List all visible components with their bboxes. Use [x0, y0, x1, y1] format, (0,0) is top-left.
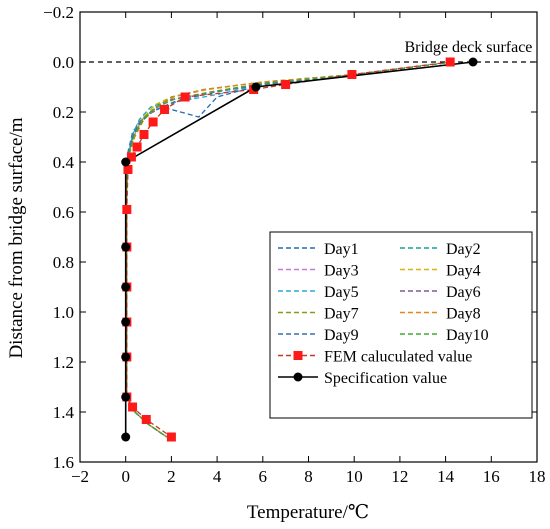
y-axis-label: Distance from bridge surface/m — [6, 117, 27, 358]
legend-label: FEM caluculated value — [324, 349, 472, 366]
series-line-10 — [126, 61, 453, 438]
fem-marker — [126, 152, 136, 162]
fem-marker — [123, 165, 133, 174]
legend-label: Day4 — [446, 263, 481, 280]
y-tick-label: 0.2 — [53, 103, 74, 122]
legend-label: Day5 — [324, 284, 359, 301]
spec-marker — [121, 317, 131, 327]
fem-marker — [132, 142, 142, 152]
x-tick-label: 2 — [167, 467, 176, 486]
x-tick-label: 4 — [213, 467, 222, 486]
x-tick-label: 14 — [437, 467, 455, 486]
x-tick-label: 16 — [483, 467, 500, 486]
x-tick-label: 8 — [304, 467, 313, 486]
x-tick-label: 12 — [391, 467, 408, 486]
y-tick-label: 1.4 — [53, 403, 75, 422]
legend-marker — [293, 351, 303, 360]
fem-marker — [160, 105, 170, 114]
fem-marker — [141, 415, 151, 424]
y-tick-label: 0.6 — [53, 203, 74, 222]
y-tick-label: 1.2 — [53, 353, 74, 372]
plot-area: −2 0 2 4 6 8 10 12 14 16 18 −0.2 0.0 0.2 0.4 0.6 0.8 1.0 1… — [43, 3, 545, 486]
legend-label: Day8 — [446, 306, 481, 323]
legend-label: Day10 — [446, 327, 489, 344]
y-tick-label: 1.6 — [53, 453, 74, 472]
x-tick-label: 6 — [259, 467, 268, 486]
annotation-deck-surface: Bridge deck surface — [404, 39, 532, 56]
fem-marker — [128, 402, 138, 412]
y-tick-label: 1.0 — [53, 303, 74, 322]
x-tick-label: −2 — [71, 467, 89, 486]
fem-marker — [139, 130, 149, 139]
x-tick-label: 0 — [121, 467, 130, 486]
x-tick-label: 10 — [346, 467, 363, 486]
fem-marker — [122, 205, 132, 214]
legend-label: Day7 — [324, 306, 359, 323]
legend-label: Specification value — [324, 370, 447, 387]
legend-label: Day1 — [324, 241, 359, 258]
y-tick-label: −0.2 — [43, 3, 74, 22]
spec-marker — [121, 242, 131, 252]
legend-label: Day2 — [446, 241, 481, 258]
fem-marker — [166, 432, 176, 442]
spec-marker — [121, 282, 131, 292]
spec-marker — [251, 82, 261, 92]
legend-label: Day9 — [324, 327, 359, 344]
fem-marker — [347, 70, 357, 79]
fem-marker — [180, 92, 190, 102]
legend-label: Day3 — [324, 263, 359, 280]
spec-marker — [121, 432, 131, 442]
legend-box — [269, 231, 533, 419]
x-axis-label: Temperature/℃ — [247, 502, 369, 523]
fem-marker — [148, 117, 158, 127]
fem-marker — [445, 57, 455, 67]
legend-marker — [293, 372, 303, 382]
y-tick-label: 0.0 — [53, 53, 74, 72]
spec-marker — [468, 57, 478, 67]
spec-marker — [121, 352, 131, 362]
legend-label: Day6 — [446, 284, 481, 301]
y-tick-label: 0.8 — [53, 253, 74, 272]
y-tick-label: 0.4 — [53, 153, 75, 172]
fem-marker — [281, 80, 291, 89]
spec-marker — [121, 392, 131, 402]
spec-marker — [121, 157, 131, 167]
x-tick-label: 18 — [529, 467, 546, 486]
